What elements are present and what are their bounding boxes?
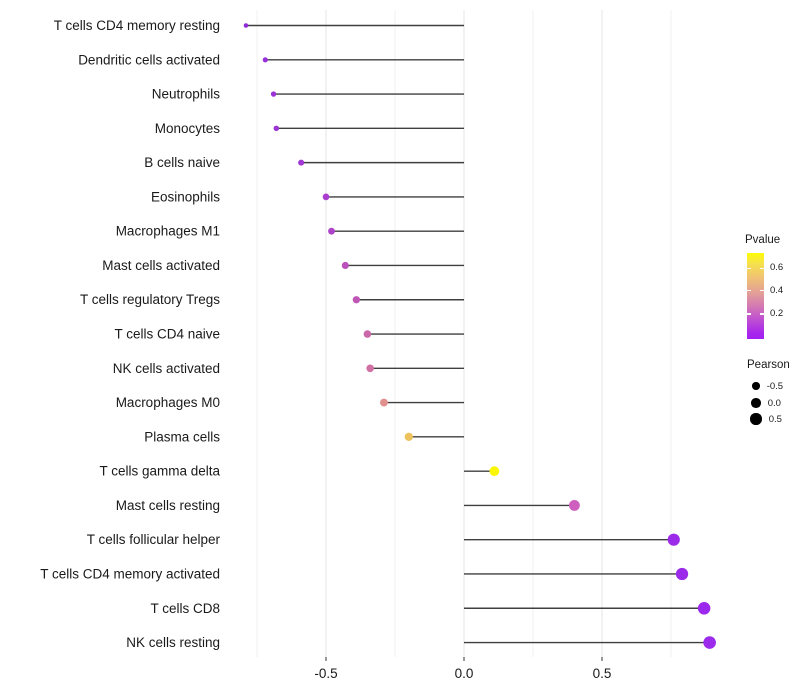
data-point-dot xyxy=(404,432,413,442)
pearson-legend-item: 0.5 xyxy=(748,411,782,427)
data-point-dot xyxy=(675,567,689,581)
data-point-dot xyxy=(363,330,372,338)
pvalue-tick-label: 0.6 xyxy=(770,262,784,273)
data-point-dot xyxy=(273,125,280,132)
category-label: B cells naive xyxy=(144,155,220,170)
pearson-size-dot-large xyxy=(750,413,762,425)
data-point-dot xyxy=(366,364,374,373)
data-point-dot xyxy=(667,533,680,546)
colorbar-tick xyxy=(747,267,751,270)
category-label: T cells CD8 xyxy=(150,601,220,616)
category-label: T cells CD4 naive xyxy=(114,327,220,342)
category-label: Macrophages M1 xyxy=(116,224,220,239)
data-point-dot xyxy=(322,193,330,201)
colorbar-tick xyxy=(760,267,764,270)
category-label: Monocytes xyxy=(155,121,221,136)
data-point-dot xyxy=(341,261,349,270)
pvalue-tick-label: 0.2 xyxy=(770,308,784,319)
category-label: Mast cells activated xyxy=(102,258,220,273)
data-point-dot xyxy=(328,227,335,235)
category-label: NK cells resting xyxy=(126,635,220,650)
category-label: Macrophages M0 xyxy=(116,395,220,410)
category-label: Eosinophils xyxy=(151,189,220,204)
x-axis-tick-label: -0.5 xyxy=(314,666,337,681)
data-point-dot xyxy=(568,499,580,511)
colorbar-tick xyxy=(747,289,751,292)
data-point-dot xyxy=(697,601,711,615)
pearson-size-dot-medium xyxy=(751,398,761,408)
pearson-legend-title: Pearson xyxy=(747,359,790,371)
x-axis-tick-label: 0.0 xyxy=(455,666,474,681)
category-label: Neutrophils xyxy=(152,87,221,102)
data-point-dot xyxy=(262,57,268,63)
pearson-legend-item: 0.0 xyxy=(748,395,781,411)
x-axis-tick-label: 0.5 xyxy=(593,666,612,681)
pvalue-tick-label: 0.4 xyxy=(770,285,784,296)
category-label: T cells gamma delta xyxy=(99,464,220,479)
colorbar-tick xyxy=(747,313,751,315)
pearson-size-label: 0.5 xyxy=(768,413,782,425)
data-point-dot xyxy=(243,23,249,28)
category-label: Plasma cells xyxy=(144,429,220,444)
category-label: T cells regulatory Tregs xyxy=(80,292,220,307)
category-label: NK cells activated xyxy=(113,361,220,376)
category-label: T cells CD4 memory activated xyxy=(40,566,220,581)
colorbar-tick xyxy=(760,289,764,292)
data-point-dot xyxy=(270,91,277,97)
data-point-dot xyxy=(352,296,361,304)
category-label: T cells follicular helper xyxy=(87,532,221,547)
data-point-dot xyxy=(489,466,500,477)
colorbar-tick xyxy=(760,313,764,315)
category-label: T cells CD4 memory resting xyxy=(54,18,220,33)
data-point-dot xyxy=(380,398,388,407)
data-point-dot xyxy=(298,159,305,166)
pvalue-legend-title: Pvalue xyxy=(745,234,781,246)
category-label: Dendritic cells activated xyxy=(78,52,220,67)
pvalue-colorbar xyxy=(747,253,764,339)
pearson-legend-item: -0.5 xyxy=(748,378,783,394)
pearson-size-label: -0.5 xyxy=(766,380,784,392)
data-point-dot xyxy=(703,636,716,649)
category-label: Mast cells resting xyxy=(116,498,220,513)
pearson-size-label: 0.0 xyxy=(767,397,781,409)
pearson-size-dot-small xyxy=(752,382,760,390)
